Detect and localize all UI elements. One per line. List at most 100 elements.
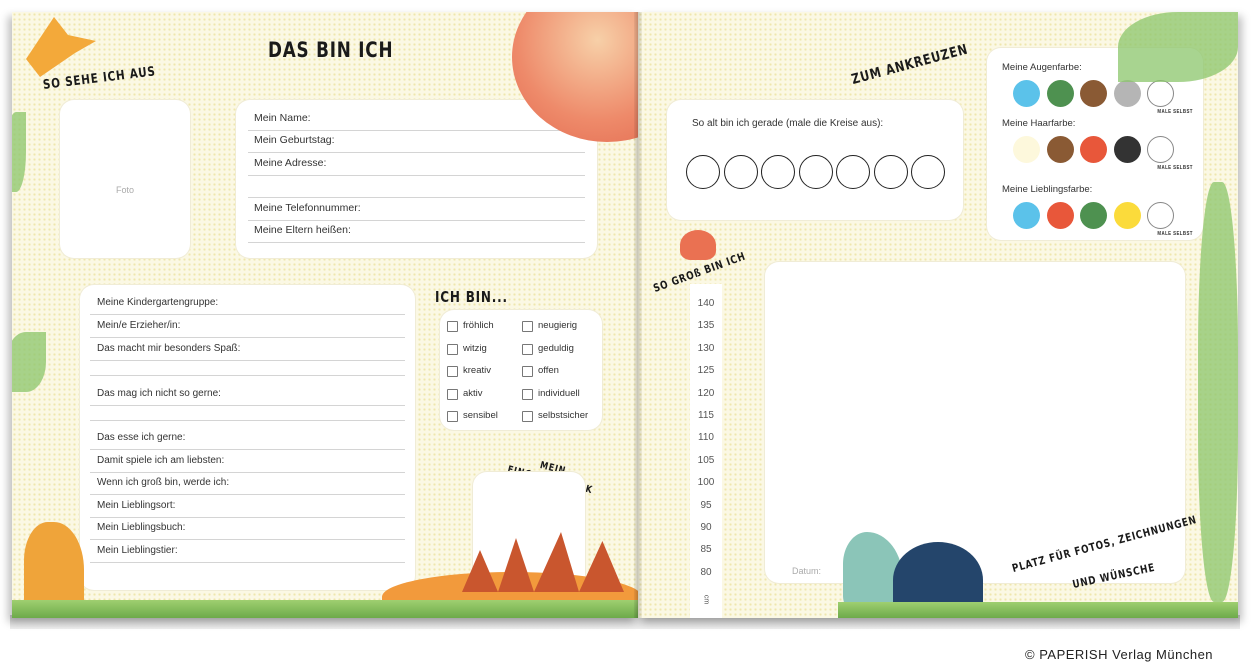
photo-drawing-area[interactable]: Datum: [765, 262, 1185, 583]
height-tick: 105 [697, 454, 715, 466]
personal-info-box: Mein Name: Mein Geburtstag: Meine Adresse:… [236, 100, 597, 258]
field-line[interactable] [248, 130, 585, 131]
right-page: ZUM ANKREUZEN So alt bin ich gerade (mal… [638, 12, 1238, 618]
height-ruler: 140 135 130 125 120 115 110 105 100 95 90 85 80 cm [690, 284, 722, 618]
age-circle[interactable] [873, 155, 908, 189]
field-line[interactable] [90, 337, 405, 338]
trait-checkbox[interactable] [447, 343, 458, 355]
color-swatch[interactable] [1080, 136, 1107, 163]
color-swatch[interactable] [1080, 80, 1107, 107]
field-label: Das esse ich gerne: [97, 432, 186, 443]
color-label: Meine Augenfarbe: [1002, 62, 1082, 73]
color-label: Meine Lieblingsfarbe: [1002, 184, 1093, 195]
color-swatch[interactable] [1147, 136, 1174, 163]
trait-checkbox[interactable] [447, 411, 458, 422]
copyright: © PAPERISH Verlag München [1025, 647, 1214, 662]
color-swatch[interactable] [1013, 80, 1040, 107]
field-label: Meine Telefonnummer: [254, 202, 361, 214]
trait-checkbox[interactable] [522, 388, 533, 400]
photo-placeholder: Foto [115, 185, 134, 195]
trait-label: neugierig [538, 320, 578, 331]
field-label: Mein/e Erzieher/in: [97, 320, 181, 331]
field-label: Mein Lieblingsort: [97, 500, 176, 511]
field-line[interactable] [248, 220, 585, 221]
trait-checkbox[interactable] [447, 321, 458, 332]
leaves-illustration [12, 332, 46, 392]
field-line[interactable] [90, 405, 405, 406]
height-tick: 125 [697, 365, 715, 377]
trait-checkbox[interactable] [447, 366, 458, 377]
trait-checkbox[interactable] [522, 411, 533, 422]
age-circle[interactable] [798, 155, 833, 189]
field-line[interactable] [248, 175, 585, 176]
leaves-illustration [1198, 182, 1238, 602]
look-heading: SO SEHE ICH AUS [42, 64, 157, 93]
color-swatch[interactable] [1080, 202, 1107, 229]
photo-box[interactable]: Foto [60, 100, 190, 258]
height-tick: 110 [698, 432, 714, 444]
age-circle[interactable] [911, 155, 945, 189]
small-dinosaur-illustration [680, 230, 716, 260]
field-label: Mein Lieblingsbuch: [97, 522, 186, 533]
field-label: Mein Geburtstag: [254, 134, 335, 146]
color-swatch[interactable] [1046, 80, 1074, 107]
age-prompt: So alt bin ich gerade (male die Kreise a… [692, 118, 884, 129]
tick-heading: ZUM ANKREUZEN [849, 41, 970, 88]
field-line[interactable] [90, 449, 405, 450]
height-tick: 80 [700, 566, 712, 578]
field-line[interactable] [90, 517, 405, 518]
field-label: Meine Eltern heißen: [254, 224, 351, 236]
color-swatch[interactable] [1013, 202, 1040, 229]
trait-checkbox[interactable] [522, 366, 533, 377]
field-label: Wenn ich groß bin, werde ich: [97, 477, 230, 488]
traits-heading: ICH BIN... [435, 288, 508, 306]
field-line[interactable] [248, 197, 585, 198]
color-swatch[interactable] [1013, 136, 1040, 163]
height-tick: 140 [697, 298, 715, 309]
age-circle[interactable] [836, 155, 870, 189]
field-line[interactable] [90, 360, 405, 361]
page-title: DAS BIN ICH [268, 38, 394, 62]
color-swatch[interactable] [1147, 80, 1174, 107]
height-tick: 130 [697, 342, 715, 354]
age-circle[interactable] [761, 155, 795, 189]
field-label: Meine Kindergartengruppe: [97, 297, 219, 308]
field-line[interactable] [90, 539, 405, 540]
height-unit: cm [702, 594, 710, 605]
field-line[interactable] [90, 562, 405, 563]
grass-illustration [12, 600, 638, 618]
color-label: Meine Haarfarbe: [1002, 118, 1076, 129]
trait-label: individuell [538, 387, 580, 399]
field-label: Das macht mir besonders Spaß: [97, 343, 241, 354]
field-label: Mein Lieblingstier: [97, 545, 178, 556]
age-circle[interactable] [723, 155, 758, 189]
color-swatch[interactable] [1046, 136, 1074, 163]
self-color-label: MALE SELBST [1157, 165, 1193, 171]
field-line[interactable] [248, 242, 585, 243]
trait-checkbox[interactable] [522, 321, 533, 332]
color-swatch[interactable] [1113, 80, 1141, 107]
field-label: Mein Name: [254, 112, 311, 124]
field-line[interactable] [90, 375, 405, 376]
color-swatch[interactable] [1113, 202, 1141, 229]
field-line[interactable] [90, 314, 405, 315]
field-line[interactable] [90, 494, 405, 495]
trait-checkbox[interactable] [522, 343, 533, 355]
color-swatch[interactable] [1147, 202, 1174, 229]
field-line[interactable] [90, 420, 405, 421]
trait-checkbox[interactable] [447, 388, 458, 400]
height-tick: 115 [698, 410, 714, 421]
field-label: Meine Adresse: [254, 157, 327, 169]
field-label: Damit spiele ich am liebsten: [97, 455, 225, 466]
trait-label: sensibel [463, 410, 498, 421]
height-tick: 95 [700, 499, 712, 511]
trait-label: fröhlich [463, 320, 494, 331]
trait-label: aktiv [463, 387, 483, 399]
color-swatch[interactable] [1113, 136, 1141, 163]
field-line[interactable] [90, 472, 405, 473]
field-line[interactable] [248, 152, 585, 153]
field-label: Das mag ich nicht so gerne: [97, 388, 221, 399]
color-swatch[interactable] [1046, 202, 1074, 229]
trait-label: selbstsicher [538, 410, 589, 421]
age-circle[interactable] [686, 155, 720, 189]
